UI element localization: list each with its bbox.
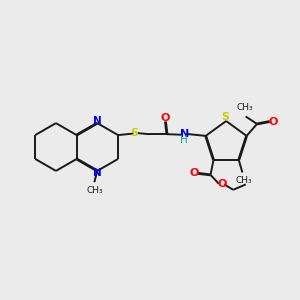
Text: N: N [180, 129, 189, 139]
Text: CH₃: CH₃ [86, 186, 103, 195]
Text: O: O [218, 179, 227, 189]
Text: S: S [130, 128, 138, 138]
Text: O: O [268, 117, 278, 127]
Text: N: N [93, 168, 102, 178]
Text: O: O [161, 113, 170, 123]
Text: CH₃: CH₃ [236, 176, 252, 185]
Text: O: O [190, 168, 199, 178]
Text: H: H [180, 135, 188, 145]
Text: N: N [93, 116, 102, 126]
Text: CH₃: CH₃ [236, 103, 253, 112]
Text: S: S [221, 112, 230, 122]
